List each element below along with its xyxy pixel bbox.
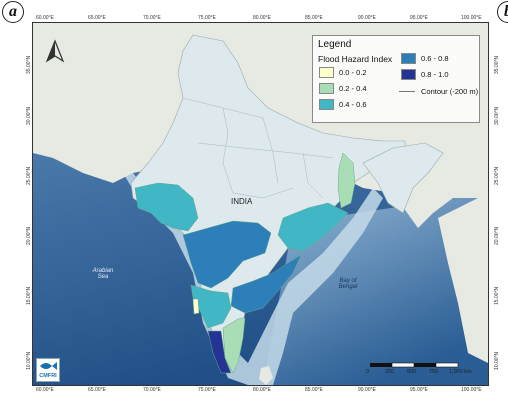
tick-right-4: 15.00°N — [494, 286, 500, 305]
label-arabian-sea: Arabian Sea — [92, 268, 114, 280]
state-borders — [182, 97, 334, 199]
tick-top-4: 80.00°E — [253, 15, 271, 21]
legend-swatch-3 — [401, 53, 416, 64]
legend-label-4: 0.8 - 1.0 — [421, 70, 449, 79]
legend-label-3: 0.6 - 0.8 — [421, 54, 449, 63]
sri-lanka — [259, 366, 273, 385]
bay-of-bengal-water — [263, 193, 488, 385]
panel-label-b: b — [497, 1, 508, 23]
legend-swatch-0 — [319, 67, 334, 78]
tick-top-3: 75.00°E — [198, 15, 216, 21]
northeast-india — [362, 142, 444, 214]
tick-top-5: 85.00°E — [305, 15, 323, 21]
cmfri-logo: CMFRI — [36, 358, 60, 382]
tick-bottom-1: 65.00°E — [88, 387, 106, 393]
region-andhra — [230, 254, 302, 314]
legend-subtitle: Flood Hazard Index — [318, 54, 393, 64]
region-odisha — [277, 202, 349, 252]
legend: Legend Flood Hazard Index 0.0 - 0.2 0.2 … — [312, 35, 480, 123]
tick-top-1: 65.00°E — [88, 15, 106, 21]
legend-label-1: 0.2 - 0.4 — [339, 84, 367, 93]
tick-bottom-3: 75.00°E — [198, 387, 216, 393]
tick-top-2: 70.00°E — [143, 15, 161, 21]
scale-tick-0: 0 — [366, 369, 370, 375]
legend-swatch-2 — [319, 99, 334, 110]
scale-tick-1: 250 — [385, 369, 395, 375]
region-gujarat — [134, 182, 199, 232]
tick-bottom-4: 80.00°E — [253, 387, 271, 393]
panel-label-a: a — [2, 1, 24, 23]
tick-right-0: 35.00°N — [494, 55, 500, 74]
tick-right-1: 30.00°N — [494, 106, 500, 125]
region-kerala — [207, 330, 232, 374]
region-west-bengal — [337, 152, 356, 209]
tick-bottom-8: 100.00°E — [461, 387, 482, 393]
scale-bar — [370, 362, 459, 368]
logo-text: CMFRI — [39, 373, 57, 379]
tick-bottom-5: 85.00°E — [305, 387, 323, 393]
southeast-asia-land — [438, 193, 488, 363]
legend-label-2: 0.4 - 0.6 — [339, 100, 367, 109]
tick-bottom-6: 90.00°E — [358, 387, 376, 393]
fish-icon — [40, 362, 57, 370]
tick-bottom-0: 60.00°E — [36, 387, 54, 393]
tick-bottom-7: 95.00°E — [410, 387, 428, 393]
tick-bottom-2: 70.00°E — [143, 387, 161, 393]
legend-contour-line — [399, 91, 415, 92]
region-goa — [192, 298, 200, 315]
scale-tick-4: 1,000 km — [449, 369, 472, 375]
label-india: INDIA — [231, 197, 253, 206]
scale-tick-2: 500 — [407, 369, 417, 375]
tick-top-7: 95.00°E — [410, 15, 428, 21]
label-bay-of-bengal: Bay of Bengal — [338, 278, 358, 290]
tick-right-5: 10.00°N — [494, 351, 500, 370]
legend-swatch-4 — [401, 69, 416, 80]
tick-right-3: 20.00°N — [494, 226, 500, 245]
region-maharashtra — [182, 220, 272, 289]
region-tamil-nadu — [222, 317, 246, 374]
north-arrow-icon — [45, 39, 65, 63]
tick-right-2: 25.00°N — [494, 166, 500, 185]
legend-swatch-1 — [319, 83, 334, 94]
legend-contour-label: Contour (-200 m) — [421, 87, 479, 96]
tick-top-6: 90.00°E — [358, 15, 376, 21]
legend-title: Legend — [318, 39, 352, 50]
tick-top-0: 60.00°E — [36, 15, 54, 21]
scale-tick-3: 750 — [429, 369, 439, 375]
legend-label-0: 0.0 - 0.2 — [339, 68, 367, 77]
tick-top-8: 100.00°E — [461, 15, 482, 21]
